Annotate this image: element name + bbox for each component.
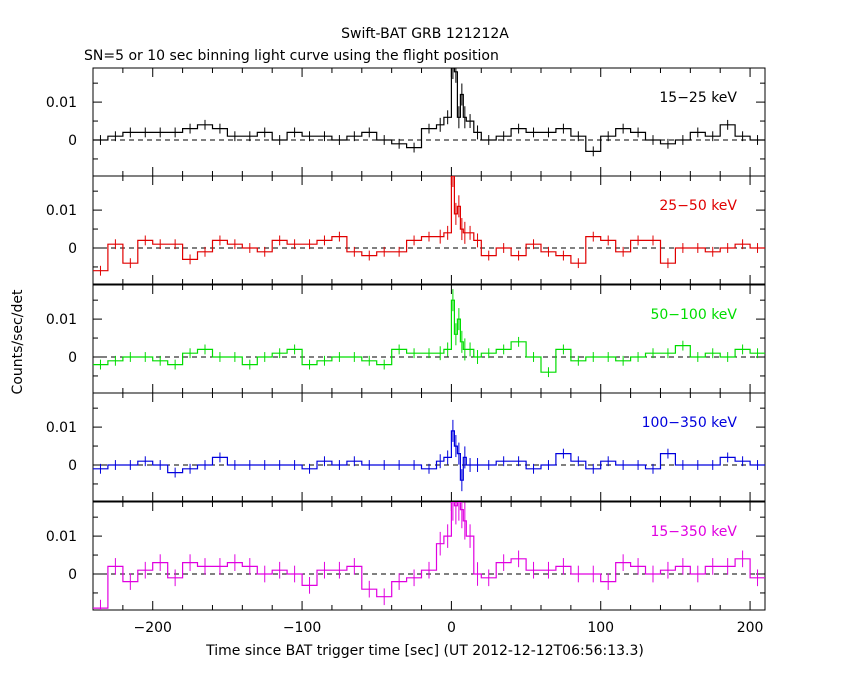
panel-1: 0 0.01 15−25 keV bbox=[46, 67, 766, 177]
band-label: 50−100 keV bbox=[650, 307, 737, 323]
panel-frame bbox=[92, 67, 766, 177]
panel-4: 0 0.01 100−350 keV bbox=[46, 392, 766, 502]
y-tick-label: 0.01 bbox=[46, 203, 77, 219]
x-axis-label: Time since BAT trigger time [sec] (UT 20… bbox=[205, 643, 644, 659]
x-tick-label: 100 bbox=[587, 620, 614, 636]
y-tick-label: 0.01 bbox=[46, 529, 77, 545]
y-tick-label: 0 bbox=[68, 350, 77, 366]
panel-2: 0 0.01 25−50 keV bbox=[46, 175, 766, 285]
panel-frame bbox=[92, 501, 766, 611]
y-axis-label: Counts/sec/det bbox=[10, 289, 26, 394]
y-tick-label: 0 bbox=[68, 133, 77, 149]
y-tick-label: 0.01 bbox=[46, 95, 77, 111]
band-label: 100−350 keV bbox=[642, 415, 738, 431]
x-tick-label: 0 bbox=[447, 620, 456, 636]
y-tick-label: 0 bbox=[68, 241, 77, 257]
chart-title: Swift-BAT GRB 121212A bbox=[341, 26, 509, 42]
x-tick-label: 200 bbox=[737, 620, 764, 636]
y-tick-label: 0 bbox=[68, 458, 77, 474]
panel-frame bbox=[92, 284, 766, 394]
y-tick-label: 0.01 bbox=[46, 312, 77, 328]
band-label: 15−25 keV bbox=[659, 90, 737, 106]
panels-group: 0 0.01 15−25 keV 0 0.01 25−50 keV 0 0.01 50−100 … bbox=[46, 67, 766, 636]
chart-subtitle: SN=5 or 10 sec binning light curve using… bbox=[84, 48, 499, 64]
band-label: 15−350 keV bbox=[650, 524, 737, 540]
y-tick-label: 0.01 bbox=[46, 420, 77, 436]
series-step-line bbox=[93, 176, 765, 272]
series-step-line bbox=[93, 502, 765, 609]
panel-5: 0 0.01 15−350 keV bbox=[46, 501, 766, 611]
y-tick-label: 0 bbox=[68, 567, 77, 583]
band-label: 25−50 keV bbox=[659, 198, 737, 214]
panel-3: 0 0.01 50−100 keV bbox=[46, 284, 766, 394]
panel-frame bbox=[92, 392, 766, 502]
x-tick-label: −200 bbox=[134, 620, 172, 636]
series-step-line bbox=[93, 68, 765, 152]
x-tick-label: −100 bbox=[283, 620, 321, 636]
panel-frame bbox=[92, 175, 766, 285]
